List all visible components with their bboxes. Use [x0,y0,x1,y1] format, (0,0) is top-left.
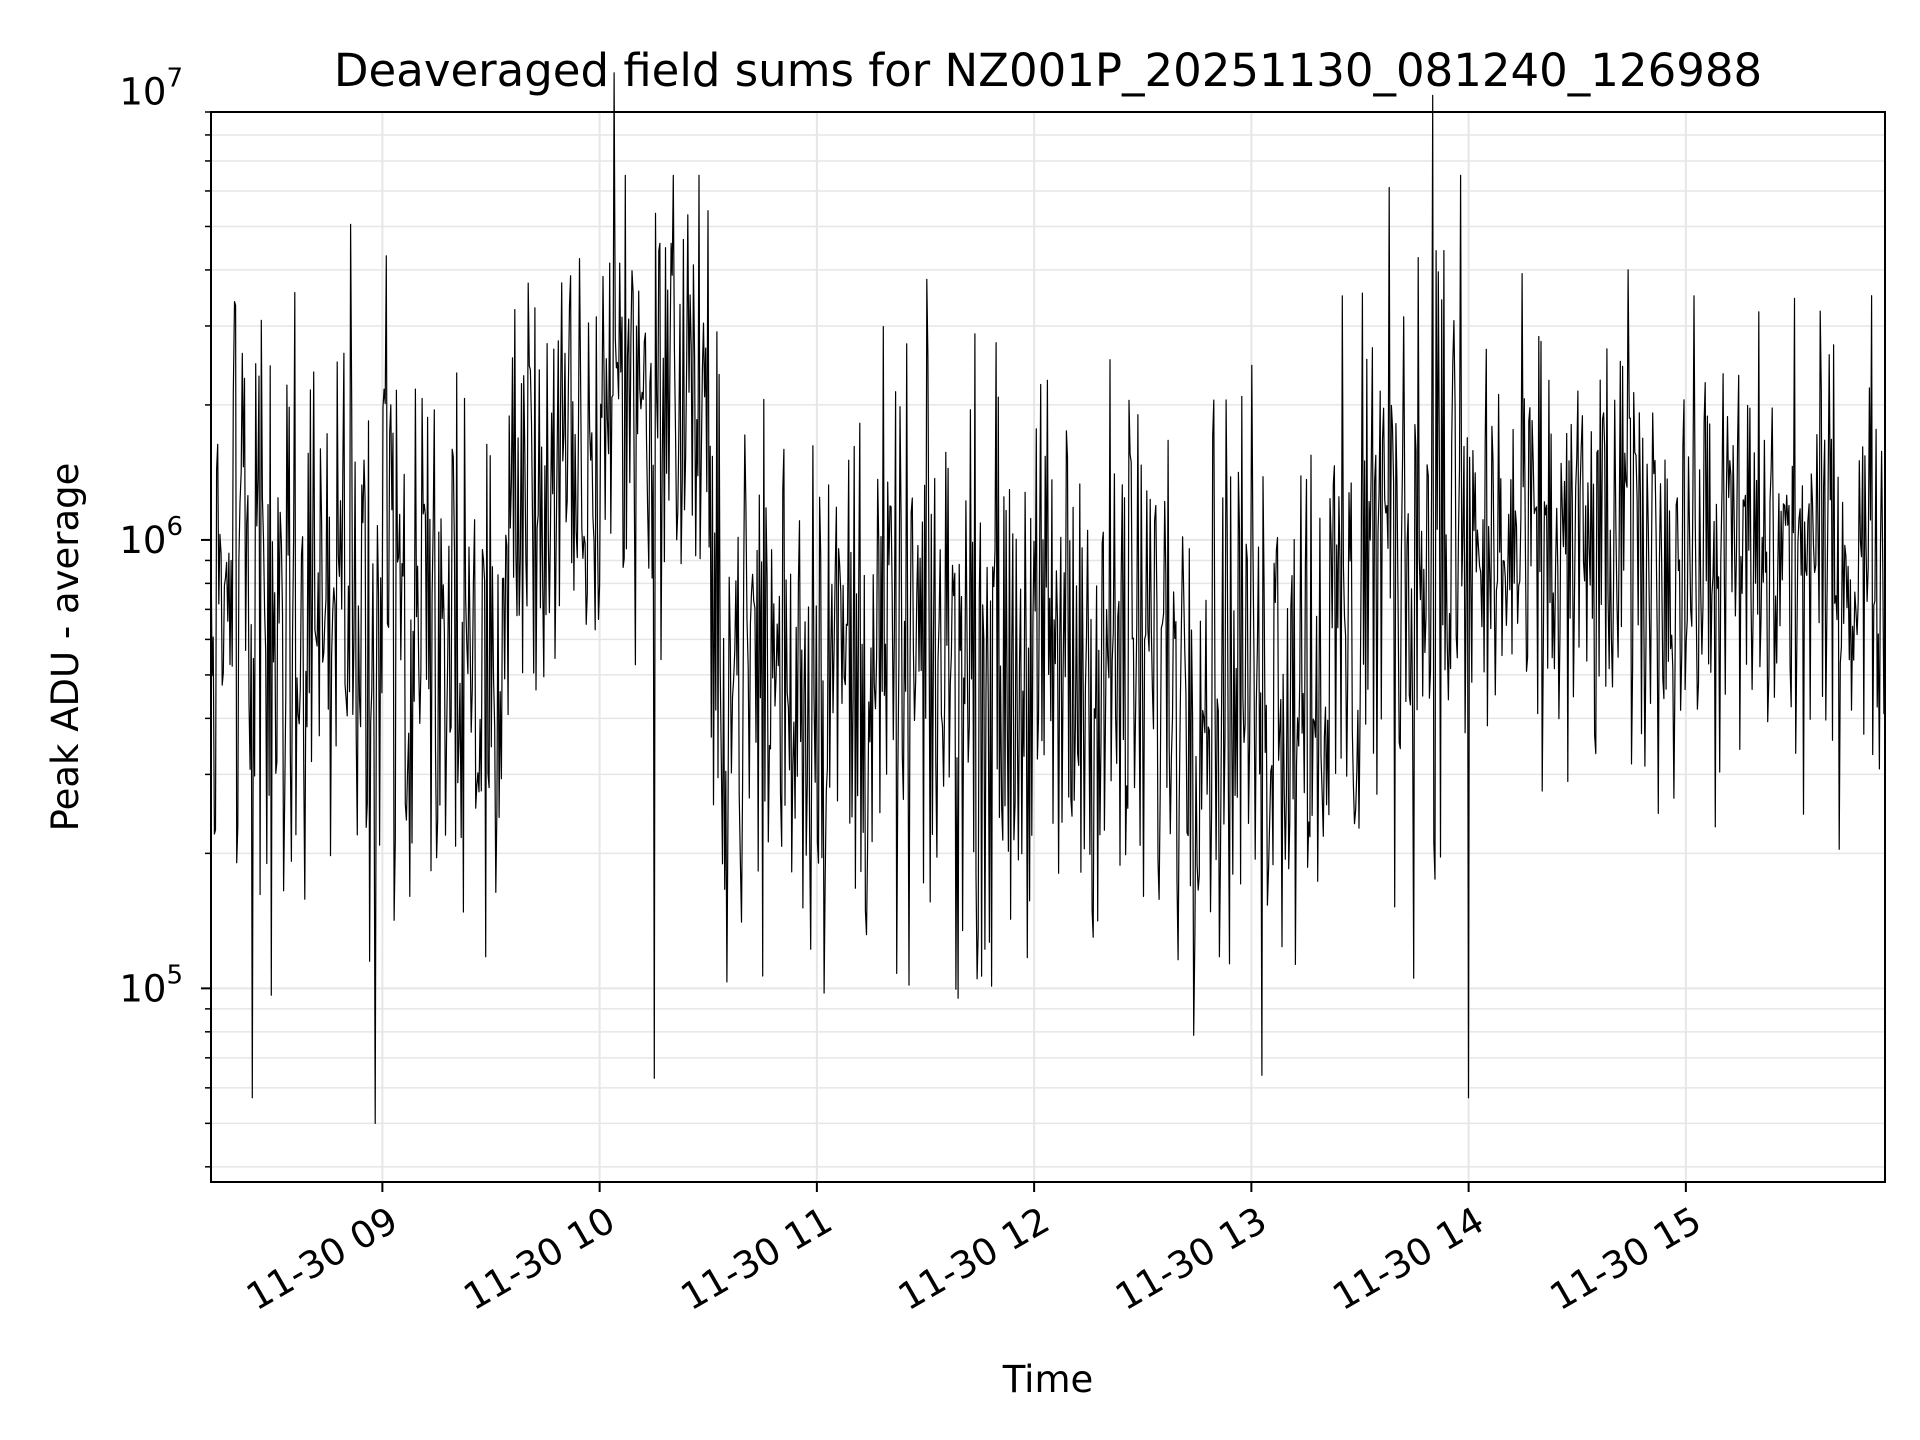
y-tick-label: 107 [119,63,183,113]
y-tick-label: 106 [119,512,183,562]
y-axis-label: Peak ADU - average [44,463,87,832]
series-lines [210,72,1886,1124]
x-axis-label: Time [1002,1358,1094,1401]
plot-frame [210,111,1886,1183]
chart-title: Deaveraged field sums for NZ001P_2025113… [334,44,1762,97]
series-line [210,72,1886,1124]
y-ticks: 105 106 107 [119,63,211,1168]
y-tick-label: 105 [119,960,183,1010]
